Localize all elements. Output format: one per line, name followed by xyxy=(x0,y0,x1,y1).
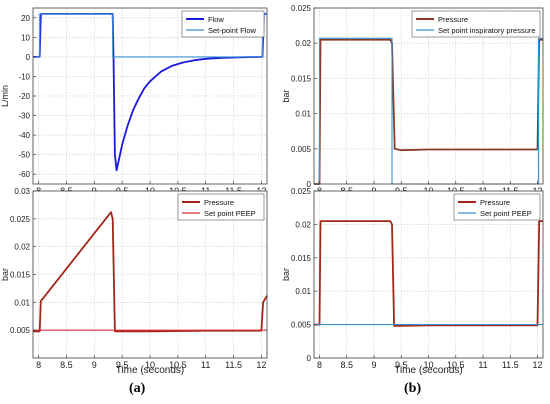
y-tick-label: 0.005 xyxy=(291,321,312,330)
chart-3: 8 8.5 9 9.5 10 10.5 11 11.5 12 0 0.005 0.01 0.015 0.0… xyxy=(281,187,544,376)
y-tick-label: -10 xyxy=(18,72,30,81)
legend: Pressure Set point PEEP xyxy=(453,193,541,221)
chart-2: 88.599.51010.51111.51200.0050.010.0150.0… xyxy=(281,4,544,196)
legend-label: Set point PEEP xyxy=(480,209,532,218)
y-tick-label: 0.02 xyxy=(14,243,30,252)
y-tick-label: 0.03 xyxy=(14,187,30,196)
x-tick-label: 9 xyxy=(92,360,97,370)
chart-1: 8 8.5 9 9.5 10 10.5 11 11.5 12 0.005 0.01 0.015 0.02… xyxy=(0,187,268,376)
y-axis-label: bar xyxy=(0,268,10,281)
x-tick-label: 9 xyxy=(371,360,376,370)
y-tick-label: 0 xyxy=(307,180,312,189)
legend: Pressure Set point PEEP xyxy=(177,193,265,221)
legend-label: Pressure xyxy=(204,198,234,207)
x-tick-label: 11.5 xyxy=(225,360,242,370)
y-tick-label: 0.01 xyxy=(295,110,311,119)
x-axis-label: Time (seconds) xyxy=(394,365,463,376)
legend-label: Pressure xyxy=(480,198,510,207)
x-tick-label: 8 xyxy=(317,360,322,370)
y-tick-label: 10 xyxy=(21,33,30,42)
x-tick-label: 11.5 xyxy=(502,360,519,370)
y-tick-label: 0.015 xyxy=(10,271,31,280)
y-tick-label: 0.01 xyxy=(295,287,311,296)
y-tick-label: 0 xyxy=(26,53,31,62)
legend-label: Flow xyxy=(208,15,224,24)
y-tick-label: 20 xyxy=(21,14,30,23)
y-tick-label: 0.015 xyxy=(291,254,312,263)
y-tick-label: -30 xyxy=(18,112,30,121)
series-line-set-point-inspiratory-pressure xyxy=(314,37,543,185)
series-line-pressure xyxy=(314,220,543,327)
y-tick-label: -20 xyxy=(18,92,30,101)
x-tick-label: 10 xyxy=(423,360,433,370)
y-tick-label: 0.025 xyxy=(10,215,31,224)
legend-label: Pressure xyxy=(438,15,468,24)
legend-box xyxy=(177,193,265,221)
y-tick-label: 0.025 xyxy=(291,187,312,196)
panel-label-b: (b) xyxy=(404,381,422,396)
y-tick-label: 0.005 xyxy=(291,145,312,154)
x-tick-label: 9.5 xyxy=(116,360,129,370)
y-tick-label: 0.02 xyxy=(295,39,311,48)
x-tick-label: 12 xyxy=(533,360,543,370)
x-tick-label: 11 xyxy=(201,360,210,370)
legend-box xyxy=(453,193,541,221)
x-tick-label: 8.5 xyxy=(60,360,73,370)
panel-label-a: (a) xyxy=(129,381,146,396)
legend: Pressure Set point inspiratory pressure xyxy=(411,10,541,38)
x-tick-label: 10 xyxy=(145,360,155,370)
series-line-pressure xyxy=(314,38,543,185)
y-tick-label: 0.015 xyxy=(291,74,312,83)
x-tick-label: 12 xyxy=(256,360,266,370)
x-tick-label: 9.5 xyxy=(395,360,408,370)
legend-label: Set-point Flow xyxy=(208,26,257,35)
legend: Flow Set-point Flow xyxy=(181,10,265,38)
y-tick-label: 0.005 xyxy=(10,326,31,335)
y-tick-label: -60 xyxy=(18,170,30,179)
y-tick-label: 0.02 xyxy=(295,220,311,229)
y-tick-label: 0.025 xyxy=(291,4,312,13)
x-tick-label: 8.5 xyxy=(340,360,353,370)
y-tick-label: -50 xyxy=(18,151,30,160)
y-axis-label: bar xyxy=(281,268,291,281)
x-axis-label: Time (seconds) xyxy=(116,365,185,376)
y-tick-label: 0 xyxy=(307,354,312,363)
x-tick-label: 11 xyxy=(478,360,487,370)
y-axis-label: L/min xyxy=(0,85,10,107)
x-tick-label: 10.5 xyxy=(447,360,465,370)
y-tick-label: 0.01 xyxy=(14,298,30,307)
y-axis-label: bar xyxy=(281,89,291,102)
legend-label: Set point inspiratory pressure xyxy=(438,26,536,35)
legend-box xyxy=(411,10,541,38)
legend-label: Set point PEEP xyxy=(204,209,256,218)
y-tick-label: -40 xyxy=(18,131,30,140)
chart-0: 88.599.51010.51111.51220100-10-20-30-40-… xyxy=(0,7,268,196)
legend-box xyxy=(181,10,265,38)
x-tick-label: 10.5 xyxy=(169,360,187,370)
x-tick-label: 8 xyxy=(36,360,41,370)
series-line-pressure xyxy=(33,211,268,333)
